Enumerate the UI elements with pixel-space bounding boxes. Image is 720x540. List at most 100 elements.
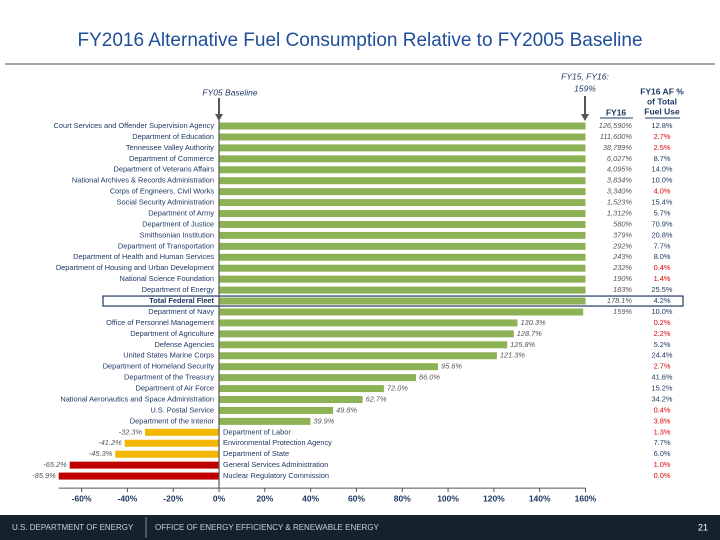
value-label: 6,027% — [607, 154, 632, 163]
bar — [219, 133, 586, 141]
bar — [219, 352, 497, 360]
bar — [69, 461, 220, 469]
bar — [219, 155, 586, 163]
value-label: 38,789% — [603, 143, 633, 152]
category-label: Department of Housing and Urban Developm… — [56, 263, 214, 272]
share-label: 25.5% — [652, 285, 673, 294]
value-label: 49.8% — [336, 405, 357, 414]
share-label: 0.4% — [654, 263, 671, 272]
bar — [219, 210, 586, 218]
category-label: Total Federal Fleet — [149, 296, 214, 305]
share-label: 4.0% — [654, 187, 671, 196]
column-header: FY16 AF % — [640, 86, 684, 96]
value-label: 1,523% — [607, 198, 632, 207]
category-label: Department of Health and Human Services — [73, 252, 214, 261]
bar — [219, 264, 586, 272]
category-label: Environmental Protection Agency — [223, 438, 332, 447]
value-label: 72.0% — [387, 384, 408, 393]
share-label: 12.8% — [652, 121, 673, 130]
x-tick-label: 120% — [483, 493, 505, 503]
category-label: Department of Veterans Affairs — [114, 165, 215, 174]
value-label: 243% — [612, 252, 632, 261]
value-label: 580% — [613, 219, 632, 228]
share-label: 0.2% — [654, 318, 671, 327]
bar — [219, 242, 586, 250]
bar — [58, 472, 220, 480]
value-label: 121.3% — [500, 351, 525, 360]
share-label: 15.2% — [652, 384, 673, 393]
category-label: Department of Air Force — [136, 384, 214, 393]
bar — [219, 220, 586, 228]
share-label: 7.7% — [654, 241, 671, 250]
share-label: 5.7% — [654, 208, 671, 217]
category-label: Tennessee Valley Authority — [126, 143, 214, 152]
bar — [219, 188, 586, 196]
target-annotation: FY15, FY16: — [561, 71, 609, 81]
footer-office: OFFICE OF ENERGY EFFICIENCY & RENEWABLE … — [155, 523, 380, 532]
x-tick-label: 0% — [213, 493, 226, 503]
bar — [219, 166, 586, 174]
share-label: 34.2% — [652, 394, 673, 403]
category-label: Department of State — [223, 449, 289, 458]
share-label: 8.0% — [654, 252, 671, 261]
bar — [219, 341, 508, 349]
category-label: National Archives & Records Administrati… — [72, 176, 214, 185]
share-label: 1.4% — [654, 274, 671, 283]
bar — [219, 286, 586, 294]
bar — [219, 396, 363, 403]
bar — [219, 199, 586, 207]
share-label: 6.0% — [654, 449, 671, 458]
highlight-box — [102, 295, 684, 307]
share-label: 41.6% — [652, 373, 673, 382]
share-label: 14.0% — [652, 165, 673, 174]
x-tick-label: -20% — [163, 493, 183, 503]
value-label: 39.9% — [313, 416, 334, 425]
slide-title: FY2016 Alternative Fuel Consumption Rela… — [77, 30, 642, 51]
value-label: 126,590% — [599, 121, 633, 130]
bar — [219, 144, 586, 152]
category-label: Department of Army — [148, 208, 214, 217]
share-label: 10.0% — [652, 176, 673, 185]
category-label: Department of Education — [132, 132, 214, 141]
value-label: 95.6% — [441, 362, 462, 371]
bar — [219, 297, 586, 305]
footer-bar — [0, 515, 720, 540]
share-label: 70.9% — [652, 219, 673, 228]
category-label: Department of Energy — [142, 285, 215, 294]
column-header: of Total — [647, 96, 677, 106]
category-label: Court Services and Offender Supervision … — [54, 121, 215, 130]
value-label: 379% — [613, 230, 632, 239]
share-label: 2.5% — [654, 143, 671, 152]
value-label: 1,312% — [607, 208, 632, 217]
value-label: -32.3% — [119, 427, 143, 436]
bar — [219, 406, 334, 414]
x-tick-label: 40% — [302, 493, 319, 503]
bar — [124, 439, 220, 447]
value-label: 292% — [612, 241, 632, 250]
value-label: -45.3% — [89, 449, 113, 458]
category-label: Department of the Interior — [130, 416, 215, 425]
category-label: Department of Homeland Security — [103, 362, 215, 371]
bar — [219, 374, 417, 382]
bar — [219, 417, 311, 425]
category-label: Department of Labor — [223, 427, 291, 436]
bar — [219, 308, 584, 316]
bar — [219, 363, 438, 371]
share-label: 10.0% — [652, 307, 673, 316]
bar — [219, 122, 586, 130]
category-label: Nuclear Regulatory Commission — [223, 471, 329, 480]
x-tick-label: 80% — [394, 493, 411, 503]
bar — [219, 275, 586, 283]
bar — [219, 177, 586, 185]
bar — [219, 253, 586, 261]
category-label: Department of Transportation — [118, 241, 214, 250]
value-label: 190% — [613, 274, 632, 283]
value-label: 130.3% — [520, 318, 545, 327]
category-label: Defense Agencies — [154, 340, 214, 349]
target-annotation: 159% — [574, 83, 596, 93]
page-number: 21 — [698, 522, 708, 532]
value-label: 4,095% — [607, 165, 632, 174]
bar — [115, 450, 220, 458]
bar — [219, 385, 384, 393]
column-header: Fuel Use — [644, 106, 680, 116]
